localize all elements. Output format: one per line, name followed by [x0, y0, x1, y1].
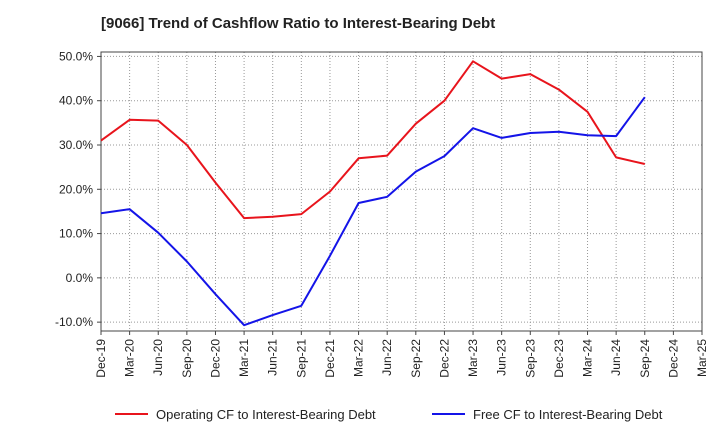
x-tick-label: Sep-20 — [180, 339, 194, 378]
legend-label-1: Operating CF to Interest-Bearing Debt — [156, 407, 376, 422]
x-tick-label: Mar-24 — [581, 339, 595, 377]
legend-label-2: Free CF to Interest-Bearing Debt — [473, 407, 663, 422]
y-tick-label: 30.0% — [59, 138, 93, 152]
x-tick-label: Jun-24 — [609, 339, 623, 376]
x-tick-label: Sep-21 — [294, 339, 308, 378]
x-tick-label: Jun-23 — [495, 339, 509, 376]
y-tick-label: 50.0% — [59, 49, 93, 63]
x-tick-label: Dec-22 — [437, 339, 451, 378]
x-tick-label: Mar-21 — [237, 339, 251, 377]
x-tick-label: Dec-23 — [552, 339, 566, 378]
x-tick-label: Jun-22 — [380, 339, 394, 376]
x-tick-label: Mar-23 — [466, 339, 480, 377]
series-line-2 — [100, 96, 646, 327]
x-tick-label: Dec-19 — [94, 339, 108, 378]
x-tick-label: Dec-21 — [323, 339, 337, 378]
plot-frame — [100, 51, 703, 332]
x-tick-label: Jun-21 — [266, 339, 280, 376]
y-tick-label: 10.0% — [59, 227, 93, 241]
x-tick-label: Mar-22 — [352, 339, 366, 377]
x-tick-label: Mar-25 — [695, 339, 709, 377]
y-tick-label: 40.0% — [59, 94, 93, 108]
y-tick-label: 0.0% — [66, 271, 94, 285]
x-tick-label: Dec-20 — [208, 339, 222, 378]
x-tick-label: Jun-20 — [151, 339, 165, 376]
x-tick-label: Dec-24 — [666, 339, 680, 378]
series-line-1 — [100, 60, 646, 220]
x-tick-label: Mar-20 — [123, 339, 137, 377]
y-tick-label: -10.0% — [55, 315, 93, 329]
chart-title: [9066] Trend of Cashflow Ratio to Intere… — [101, 15, 496, 32]
x-tick-label: Sep-22 — [409, 339, 423, 378]
x-tick-label: Sep-24 — [638, 339, 652, 378]
y-tick-label: 20.0% — [59, 182, 93, 196]
x-tick-label: Sep-23 — [523, 339, 537, 378]
